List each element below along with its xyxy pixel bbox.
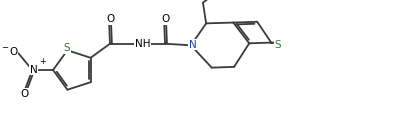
Text: N: N [189,39,197,50]
Text: −: − [1,43,8,52]
Text: S: S [63,43,70,53]
Text: O: O [21,89,29,99]
Text: N: N [30,65,38,75]
Text: S: S [275,40,281,50]
Text: O: O [106,14,114,24]
Text: NH: NH [135,39,150,49]
Text: +: + [39,57,46,66]
Text: O: O [161,14,170,24]
Text: O: O [9,47,18,57]
